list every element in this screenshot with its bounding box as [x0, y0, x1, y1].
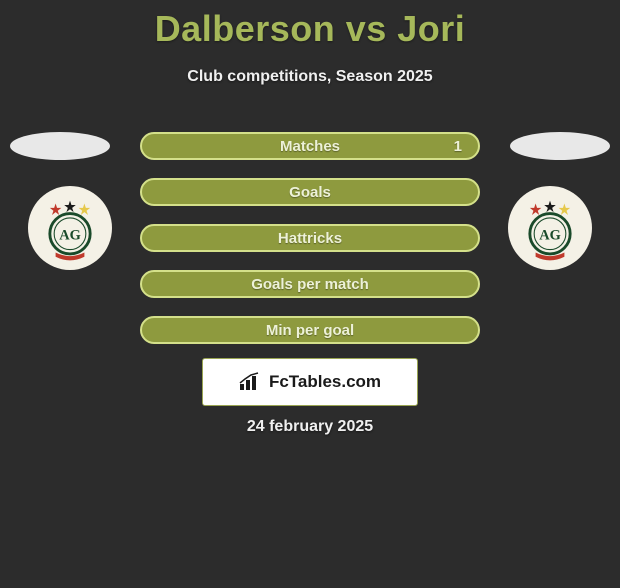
svg-text:AG: AG: [539, 228, 561, 244]
stat-row-min-per-goal: Min per goal: [140, 316, 480, 344]
stat-row-goals: Goals: [140, 178, 480, 206]
stat-row-matches: Matches 1: [140, 132, 480, 160]
bar-chart-icon: [239, 372, 263, 392]
page-title: Dalberson vs Jori: [0, 8, 620, 50]
subtitle: Club competitions, Season 2025: [0, 68, 620, 86]
club-crest-icon: AG: [34, 192, 106, 264]
branding-box: FcTables.com: [202, 358, 418, 406]
stats-panel: Matches 1 Goals Hattricks Goals per matc…: [140, 132, 480, 362]
stat-right-value: 1: [454, 134, 462, 158]
stat-label: Matches: [280, 138, 340, 155]
player-right-placeholder: [510, 132, 610, 160]
stat-label: Goals per match: [251, 276, 369, 293]
branding-text: FcTables.com: [269, 372, 381, 392]
stat-row-goals-per-match: Goals per match: [140, 270, 480, 298]
svg-text:AG: AG: [59, 228, 81, 244]
date-label: 24 february 2025: [0, 418, 620, 436]
stat-row-hattricks: Hattricks: [140, 224, 480, 252]
branding-prefix: Fc: [269, 372, 289, 391]
branding-suffix: Tables.com: [289, 372, 381, 391]
club-badge-right: AG: [508, 186, 592, 270]
club-crest-icon: AG: [514, 192, 586, 264]
stat-label: Goals: [289, 184, 331, 201]
stat-label: Min per goal: [266, 322, 354, 339]
stat-label: Hattricks: [278, 230, 342, 247]
player-left-placeholder: [10, 132, 110, 160]
club-badge-left: AG: [28, 186, 112, 270]
